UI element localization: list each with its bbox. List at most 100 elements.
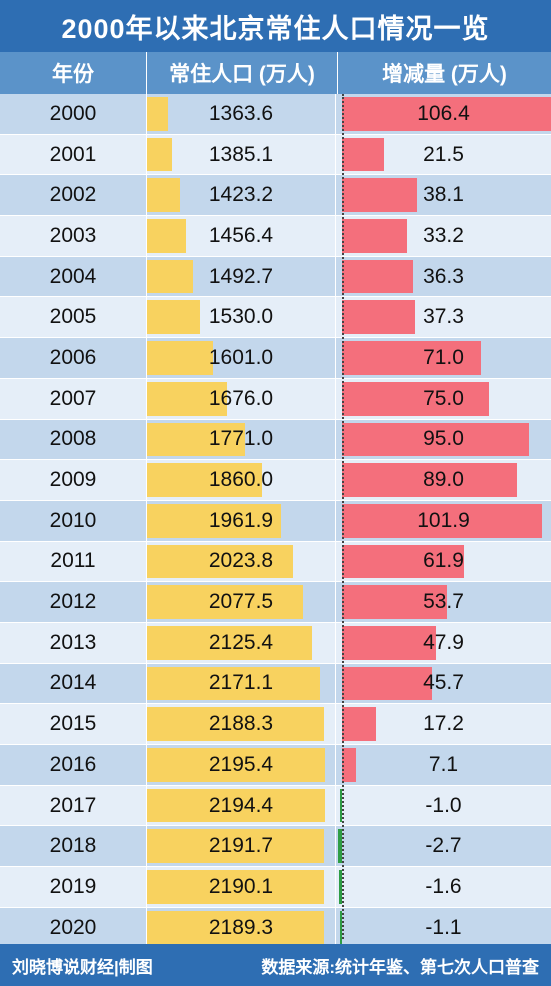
cell-population: 1676.0 (146, 378, 336, 419)
cell-population: 2195.4 (146, 745, 336, 785)
change-value: 47.9 (423, 630, 464, 654)
change-value: 61.9 (423, 549, 464, 573)
cell-change: 61.9 (336, 542, 551, 582)
cell-change: 106.4 (336, 94, 551, 134)
change-value: 33.2 (423, 223, 464, 247)
increase-bar (342, 544, 464, 579)
decrease-bar (340, 910, 342, 945)
population-bar (147, 300, 200, 335)
cell-population: 1385.1 (146, 134, 336, 175)
cell-change: -1.0 (336, 786, 551, 826)
increase-bar (342, 707, 376, 741)
change-value: 37.3 (423, 305, 464, 329)
cell-population: 1601.0 (146, 338, 336, 378)
cell-year: 2014 (49, 671, 97, 695)
cell-change: 89.0 (336, 460, 551, 500)
population-bar (147, 463, 262, 497)
cell-population: 1530.0 (146, 297, 336, 338)
cell-population: 1363.6 (146, 94, 336, 134)
cell-year: 2019 (49, 874, 97, 898)
footer-credit: 刘晓博说财经|制图 (12, 957, 153, 977)
population-bar (147, 585, 303, 619)
cell-change: 21.5 (336, 135, 551, 175)
population-value: 1530.0 (208, 305, 274, 329)
population-bar (147, 137, 173, 172)
cell-year: 2005 (49, 305, 97, 329)
increase-bar (342, 259, 414, 294)
decrease-bar (337, 829, 342, 864)
change-value: 101.9 (417, 508, 470, 532)
increase-bar (342, 422, 529, 457)
change-value: 71.0 (423, 345, 464, 369)
table-row: 2007 1676.0 75.0 (0, 378, 551, 420)
increase-bar (342, 666, 432, 701)
population-value: 2190.1 (208, 874, 274, 898)
cell-year: 2006 (49, 345, 97, 369)
cell-year: 2009 (49, 468, 97, 492)
cell-change: 17.2 (336, 704, 551, 744)
population-value: 2125.4 (208, 630, 274, 654)
increase-bar (342, 503, 543, 538)
cell-population: 2171.1 (146, 663, 336, 704)
table-row: 2000 1363.6 106.4 (0, 94, 551, 135)
zero-baseline (342, 94, 344, 939)
cell-change: 38.1 (336, 175, 551, 215)
change-value: -1.0 (425, 793, 462, 817)
population-bar (147, 544, 293, 579)
population-bar (147, 422, 245, 457)
cell-year: 2003 (49, 223, 97, 247)
cell-population: 1860.0 (146, 460, 336, 500)
increase-bar (342, 97, 551, 131)
change-value: -2.7 (425, 834, 462, 858)
cell-population: 1492.7 (146, 256, 336, 297)
cell-population: 2125.4 (146, 622, 336, 663)
cell-population: 1771.0 (146, 419, 336, 460)
population-bar (147, 748, 325, 782)
header-change: 增减量 (万人) (382, 63, 507, 86)
cell-population: 1423.2 (146, 175, 336, 216)
population-bar (147, 381, 228, 416)
cell-year: 2007 (49, 386, 97, 410)
population-bar (147, 910, 324, 945)
increase-bar (342, 463, 517, 497)
cell-year: 2004 (49, 264, 97, 288)
header-population: 常住人口 (万人) (146, 52, 338, 94)
cell-change: 7.1 (336, 745, 551, 785)
change-value: 7.1 (428, 752, 459, 776)
population-bar (147, 259, 193, 294)
cell-population: 2189.3 (146, 907, 336, 948)
population-value: 1601.0 (208, 345, 274, 369)
table-row: 2010 1961.9 101.9 (0, 500, 551, 542)
cell-change: 36.3 (336, 257, 551, 297)
table-row: 2012 2077.5 53.7 (0, 582, 551, 623)
population-value: 2077.5 (208, 590, 274, 614)
cell-population: 1961.9 (146, 500, 336, 541)
footer-source: 数据来源:统计年鉴、第七次人口普查 (261, 957, 539, 977)
change-value: 38.1 (423, 183, 464, 207)
cell-year: 2015 (49, 712, 97, 736)
table-row: 2020 2189.3 -1.1 (0, 907, 551, 949)
cell-change: 37.3 (336, 297, 551, 337)
increase-bar (342, 748, 356, 782)
cell-year: 2000 (49, 101, 97, 125)
cell-year: 2016 (49, 752, 97, 776)
population-bar (147, 870, 324, 904)
increase-bar (342, 585, 448, 619)
cell-year: 2013 (49, 630, 97, 654)
population-value: 1961.9 (208, 508, 274, 532)
cell-population: 1456.4 (146, 216, 336, 256)
increase-bar (342, 625, 437, 660)
population-bar (147, 341, 214, 375)
table-row: 2008 1771.0 95.0 (0, 419, 551, 461)
table-row: 2019 2190.1 -1.6 (0, 867, 551, 908)
population-bar (147, 829, 325, 864)
change-value: 75.0 (423, 386, 464, 410)
population-bar (147, 788, 325, 823)
cell-population: 2190.1 (146, 867, 336, 907)
cell-year: 2011 (50, 549, 96, 573)
population-bar (147, 219, 186, 253)
cell-population: 2188.3 (146, 704, 336, 744)
cell-change: 45.7 (336, 664, 551, 704)
change-value: -1.6 (425, 874, 462, 898)
cell-change: 101.9 (336, 501, 551, 541)
